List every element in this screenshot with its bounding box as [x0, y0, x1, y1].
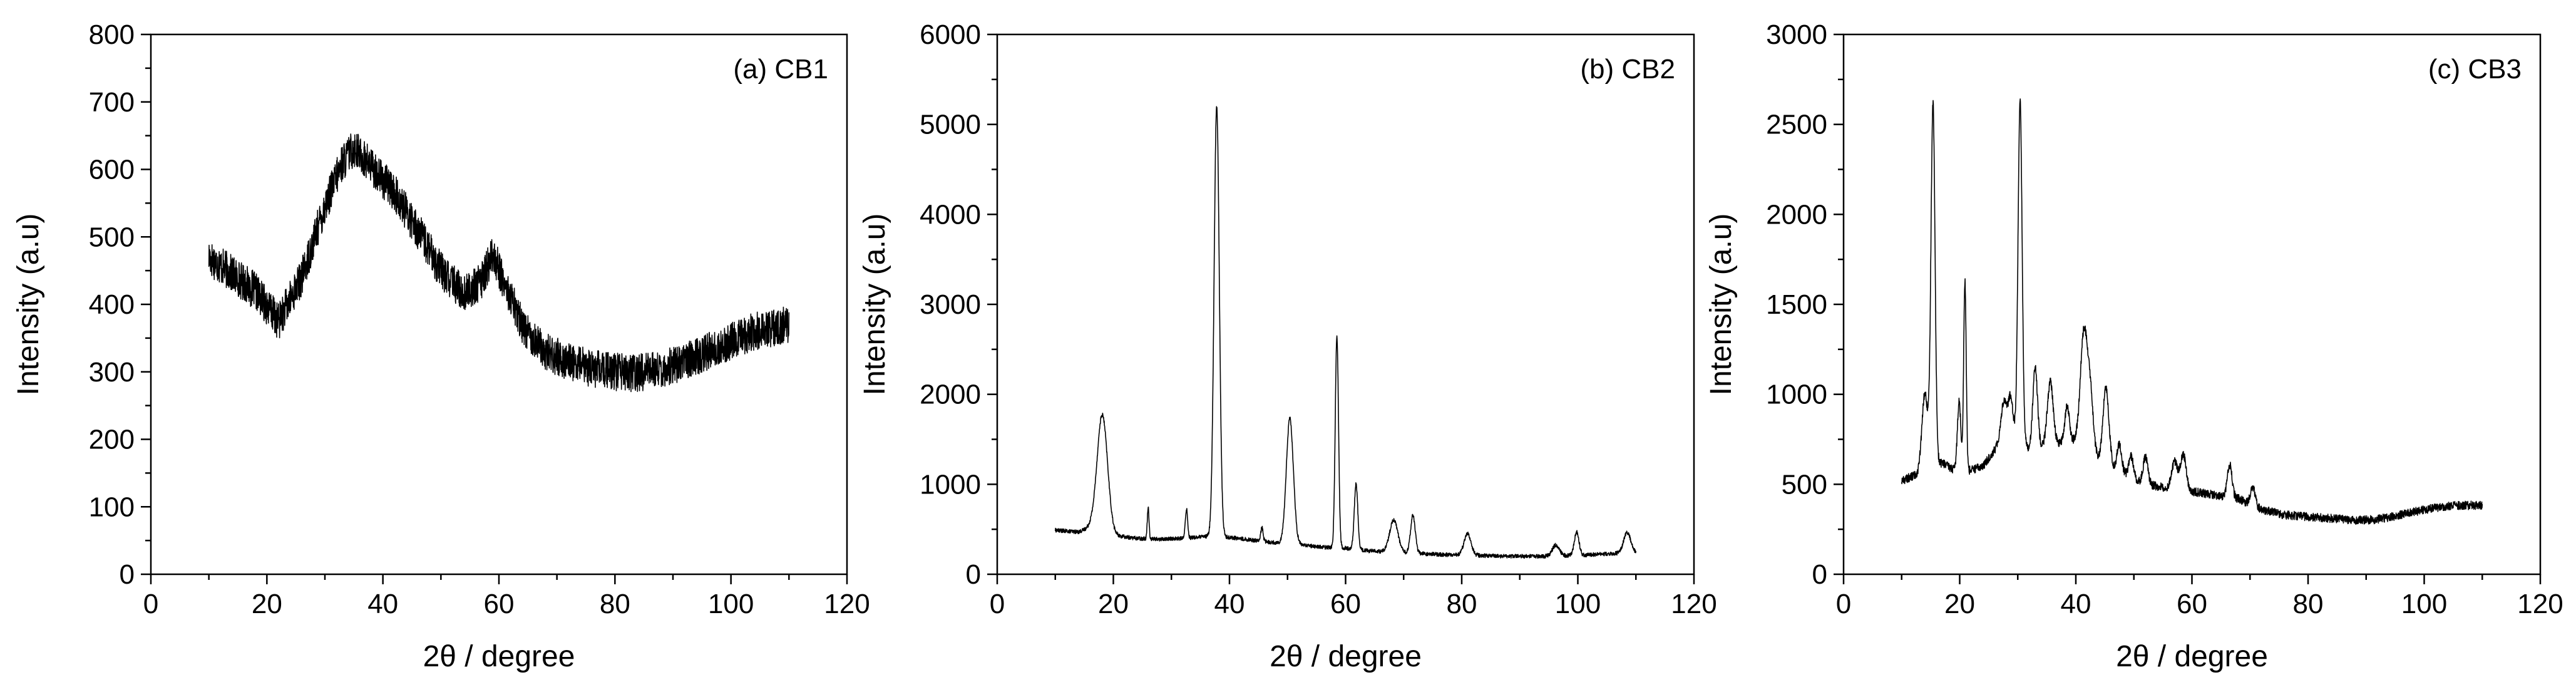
- panel-label: (c) CB3: [2428, 54, 2522, 85]
- y-tick-label: 2000: [920, 380, 981, 410]
- y-tick-label: 400: [89, 289, 135, 320]
- y-tick-label: 3000: [1766, 19, 1827, 50]
- x-tick-label: 0: [143, 589, 158, 619]
- y-tick-label: 700: [89, 87, 135, 118]
- data-series-line: [208, 133, 790, 393]
- x-tick-label: 40: [1214, 589, 1245, 619]
- x-tick-label: 20: [252, 589, 282, 619]
- x-tick-label: 60: [484, 589, 515, 619]
- y-tick-label: 1000: [920, 469, 981, 500]
- chart-panel-2: 0 20 40 60 80 100 120 0 1000 2000 3000 4000 5000 6000…: [858, 19, 1717, 673]
- y-tick-label: 600: [89, 155, 135, 185]
- x-tick-label: 80: [1447, 589, 1477, 619]
- y-tick-label: 500: [1782, 469, 1827, 500]
- y-tick-label: 200: [89, 425, 135, 455]
- x-tick-label: 100: [1555, 589, 1601, 619]
- x-tick-label: 100: [2401, 589, 2447, 619]
- y-tick-label: 6000: [920, 19, 981, 50]
- y-tick-label: 1000: [1766, 380, 1827, 410]
- x-axis-title: 2θ / degree: [1270, 640, 1422, 673]
- x-axis-title: 2θ / degree: [423, 640, 575, 673]
- x-tick-label: 80: [600, 589, 630, 619]
- x-tick-label: 100: [708, 589, 754, 619]
- y-tick-label: 0: [966, 559, 981, 590]
- plot-frame: [996, 33, 1695, 576]
- x-axis-title: 2θ / degree: [2116, 640, 2268, 673]
- y-tick-label: 4000: [920, 199, 981, 230]
- x-tick-label: 20: [1944, 589, 1975, 619]
- y-axis-title: Intensity (a.u): [1705, 214, 1738, 396]
- x-tick-label: 20: [1098, 589, 1129, 619]
- y-tick-label: 0: [1812, 559, 1827, 590]
- x-tick-label: 120: [824, 589, 870, 619]
- chart-panel-3: 0 20 40 60 80 100 120 0 500 1000 1500 2000 2500 3000 2…: [1705, 19, 2563, 673]
- x-tick-label: 60: [2177, 589, 2207, 619]
- y-tick-label: 1500: [1766, 289, 1827, 320]
- y-tick-label: 2000: [1766, 199, 1827, 230]
- chart-panel-1: 0 20 40 60 80 100 120 0 100 200 300 400 500 600 700 800…: [12, 19, 870, 673]
- x-tick-label: 40: [2061, 589, 2091, 619]
- y-tick-label: 800: [89, 19, 135, 50]
- y-tick-label: 300: [89, 357, 135, 388]
- data-series-line: [1055, 106, 1637, 559]
- y-tick-label: 0: [120, 559, 135, 590]
- x-tick-label: 120: [1671, 589, 1716, 619]
- panel-label: (b) CB2: [1580, 54, 1675, 85]
- x-tick-label: 60: [1330, 589, 1361, 619]
- x-tick-label: 120: [2517, 589, 2563, 619]
- y-tick-label: 3000: [920, 289, 981, 320]
- y-axis-title: Intensity (a.u): [858, 214, 891, 396]
- y-axis-title: Intensity (a.u): [12, 214, 45, 396]
- plot-frame: [150, 33, 848, 576]
- y-tick-label: 100: [89, 492, 135, 522]
- x-tick-label: 0: [990, 589, 1005, 619]
- x-tick-label: 40: [367, 589, 398, 619]
- data-series-line: [1901, 98, 2483, 525]
- panel-label: (a) CB1: [733, 54, 828, 85]
- y-tick-label: 5000: [920, 110, 981, 140]
- y-tick-label: 500: [89, 222, 135, 252]
- x-tick-label: 80: [2293, 589, 2324, 619]
- y-tick-label: 2500: [1766, 110, 1827, 140]
- x-tick-label: 0: [1836, 589, 1851, 619]
